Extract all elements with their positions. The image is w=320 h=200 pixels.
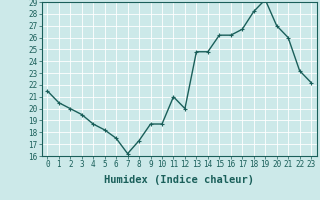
X-axis label: Humidex (Indice chaleur): Humidex (Indice chaleur) [104, 175, 254, 185]
